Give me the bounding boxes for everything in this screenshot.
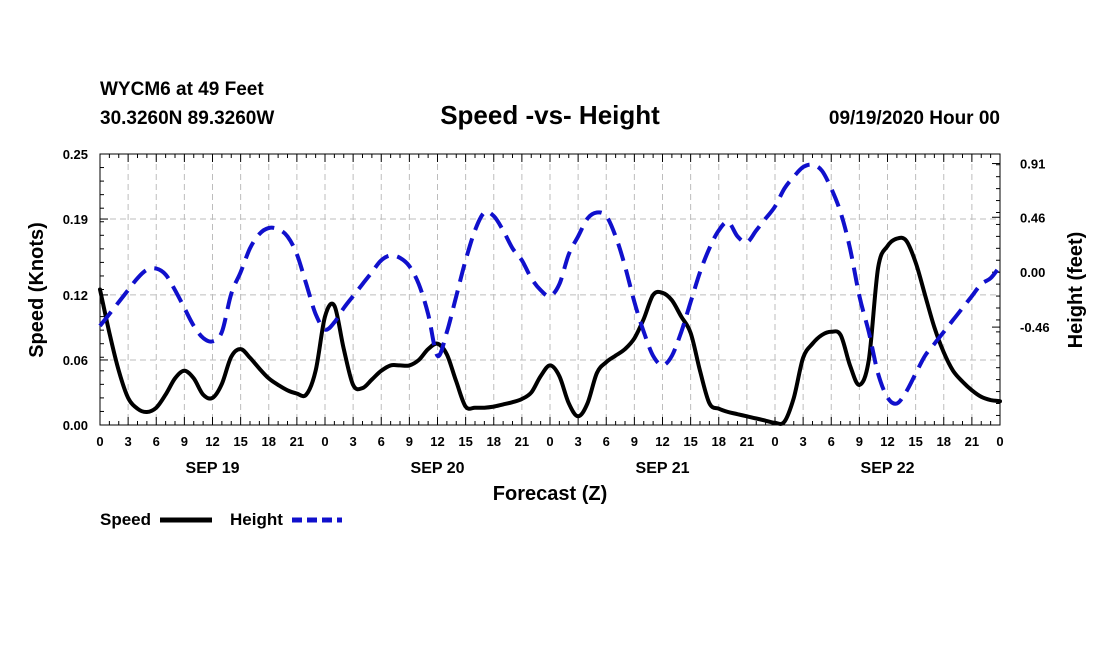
x-tick-label: 0 [771, 434, 778, 449]
y-left-tick-label: 0.00 [63, 418, 88, 433]
axis-ticks: 0 3 6 9 12 15 18 21 0 3 6 9 12 15 18 21 0 3 6 9 12 15 18 21 0 3 6 9… [63, 147, 1050, 477]
height-series-line [98, 162, 1002, 406]
series-lines [98, 162, 1002, 426]
y-left-tick-label: 0.12 [63, 288, 88, 303]
day-label: SEP 19 [186, 460, 240, 477]
x-tick-label: 15 [683, 434, 697, 449]
x-tick-label: 15 [233, 434, 247, 449]
x-tick-label: 18 [262, 434, 276, 449]
x-tick-label: 12 [880, 434, 894, 449]
x-tick-label: 12 [655, 434, 669, 449]
legend-height-label: Height [230, 510, 283, 529]
legend: Speed Height [100, 510, 342, 529]
y-right-tick-label: -0.46 [1020, 320, 1050, 335]
grid [100, 154, 1000, 425]
x-tick-label: 0 [321, 434, 328, 449]
chart-title: Speed -vs- Height [440, 100, 660, 130]
x-tick-label: 12 [205, 434, 219, 449]
speed-series-line [98, 235, 1002, 426]
x-tick-label: 12 [430, 434, 444, 449]
x-tick-label: 0 [546, 434, 553, 449]
x-tick-label: 18 [712, 434, 726, 449]
run-time-line: 09/19/2020 Hour 00 [829, 108, 1000, 129]
y-left-tick-label: 0.19 [63, 212, 88, 227]
x-tick-label: 9 [856, 434, 863, 449]
y-axis-left-label: Speed (Knots) [26, 222, 48, 358]
y-right-tick-label: 0.00 [1020, 265, 1045, 280]
x-tick-label: 9 [181, 434, 188, 449]
x-tick-label: 21 [515, 434, 529, 449]
y-right-tick-label: 0.91 [1020, 157, 1045, 172]
y-right-tick-label: 0.46 [1020, 210, 1045, 225]
x-tick-label: 3 [350, 434, 357, 449]
x-tick-label: 0 [996, 434, 1003, 449]
x-tick-label: 3 [575, 434, 582, 449]
x-tick-label: 9 [406, 434, 413, 449]
x-tick-label: 3 [125, 434, 132, 449]
station-line: WYCM6 at 49 Feet [100, 79, 264, 100]
x-tick-label: 6 [828, 434, 835, 449]
x-tick-label: 21 [965, 434, 979, 449]
x-tick-label: 21 [740, 434, 754, 449]
x-tick-label: 15 [908, 434, 922, 449]
x-axis-label: Forecast (Z) [493, 483, 607, 505]
x-tick-label: 6 [378, 434, 385, 449]
x-tick-label: 6 [603, 434, 610, 449]
x-tick-label: 6 [153, 434, 160, 449]
day-label: SEP 22 [861, 460, 915, 477]
x-tick-label: 15 [458, 434, 472, 449]
y-left-tick-label: 0.06 [63, 353, 88, 368]
y-left-tick-label: 0.25 [63, 147, 88, 162]
day-label: SEP 20 [411, 460, 465, 477]
day-label: SEP 21 [636, 460, 690, 477]
y-axis-right-label: Height (feet) [1065, 232, 1087, 349]
coords-line: 30.3260N 89.3260W [100, 108, 274, 129]
x-tick-label: 9 [631, 434, 638, 449]
x-tick-label: 18 [937, 434, 951, 449]
x-tick-label: 3 [800, 434, 807, 449]
x-tick-label: 0 [96, 434, 103, 449]
x-tick-label: 21 [290, 434, 304, 449]
x-tick-label: 18 [487, 434, 501, 449]
legend-speed-label: Speed [100, 510, 151, 529]
